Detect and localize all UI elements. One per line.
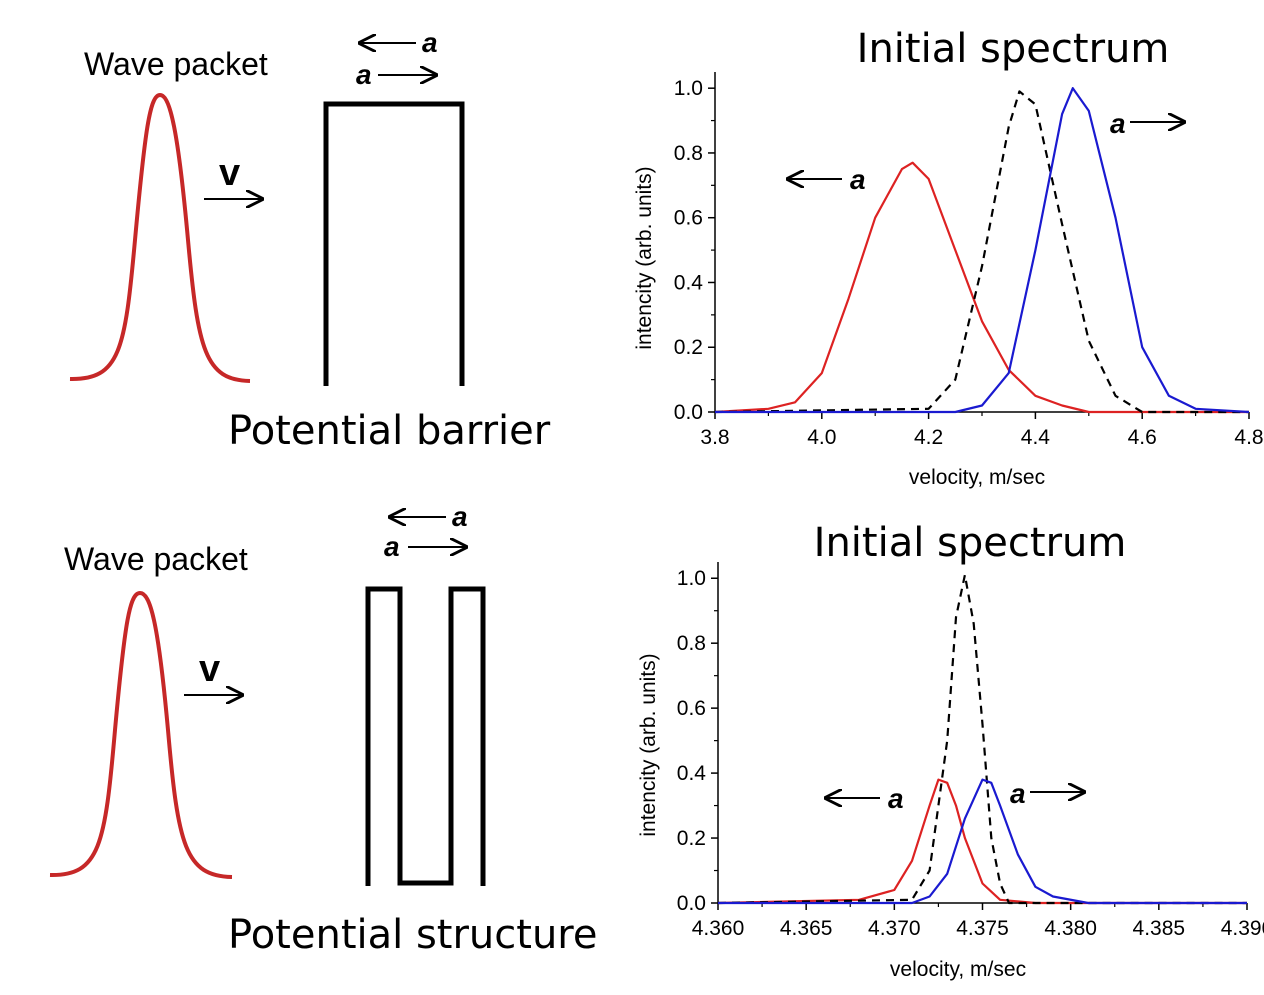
x-tick-label: 4.365 — [780, 917, 833, 940]
arrow-left-label: a — [452, 501, 468, 532]
arrow-right-label: a — [356, 59, 372, 90]
top-spectrum-chart: Initial spectrum velocity, m/sec intenci… — [633, 26, 1264, 489]
series-line-blue — [718, 778, 1247, 905]
y-tick-label: 0.6 — [677, 697, 706, 720]
x-tick-label: 4.380 — [1044, 917, 1097, 940]
y-axis-label: intencity (arb. units) — [633, 166, 656, 349]
annotation-right-label: a — [1010, 778, 1026, 809]
y-tick-label: 0.8 — [677, 632, 706, 655]
series-line-red — [714, 161, 1249, 414]
x-axis-label: velocity, m/sec — [890, 958, 1026, 981]
y-tick-label: 0.0 — [674, 401, 703, 424]
series-line-dashed — [717, 573, 1247, 905]
potential-structure-shape — [365, 586, 486, 886]
wave-packet-label: Wave packet — [64, 541, 248, 577]
bottom-schematic: Wave packet v a a Potential structure — [49, 501, 597, 958]
potential-barrier-shape — [323, 101, 465, 386]
y-tick-label: 0.2 — [677, 827, 706, 850]
velocity-label: v — [199, 648, 220, 690]
x-tick-label: 3.8 — [700, 426, 729, 449]
annotation-right-label: a — [1110, 108, 1126, 139]
y-tick-label: 1.0 — [677, 567, 706, 590]
y-tick-label: 0.4 — [677, 762, 707, 785]
y-tick-label: 0.2 — [674, 336, 703, 359]
y-tick-label: 1.0 — [674, 77, 703, 100]
wave-packet-curve — [69, 92, 251, 383]
x-tick-label: 4.385 — [1133, 917, 1186, 940]
series-line-dashed — [714, 90, 1249, 414]
y-tick-label: 0.6 — [674, 207, 703, 230]
x-tick-label: 4.4 — [1021, 426, 1051, 449]
arrow-left-label: a — [422, 27, 438, 58]
wave-packet-curve — [49, 590, 233, 879]
y-tick-label: 0.0 — [677, 892, 706, 915]
series-line-red — [717, 778, 1247, 905]
bottom-spectrum-chart: Initial spectrum velocity, m/sec intenci… — [637, 520, 1264, 981]
x-tick-label: 4.6 — [1128, 426, 1157, 449]
potential-barrier-label: Potential barrier — [228, 408, 551, 454]
x-tick-label: 4.375 — [956, 917, 1009, 940]
chart-title: Initial spectrum — [814, 520, 1127, 566]
annotation-left-label: a — [850, 164, 866, 195]
chart-title: Initial spectrum — [857, 26, 1170, 72]
x-tick-label: 4.360 — [692, 917, 745, 940]
annotation-left-label: a — [888, 783, 904, 814]
wave-packet-label: Wave packet — [84, 46, 268, 82]
x-tick-label: 4.2 — [914, 426, 943, 449]
potential-structure-label: Potential structure — [228, 912, 597, 958]
x-tick-label: 4.390 — [1221, 917, 1264, 940]
y-tick-label: 0.4 — [674, 271, 704, 294]
y-axis-label: intencity (arb. units) — [637, 653, 660, 836]
top-schematic: Wave packet v a a Potential barrier — [69, 27, 551, 454]
x-tick-label: 4.370 — [868, 917, 921, 940]
arrow-right-label: a — [384, 531, 400, 562]
series-line-blue — [715, 87, 1250, 414]
x-tick-label: 4.0 — [807, 426, 836, 449]
x-tick-label: 4.8 — [1234, 426, 1263, 449]
y-tick-label: 0.8 — [674, 142, 703, 165]
velocity-label: v — [219, 152, 240, 194]
x-axis-label: velocity, m/sec — [909, 466, 1045, 489]
